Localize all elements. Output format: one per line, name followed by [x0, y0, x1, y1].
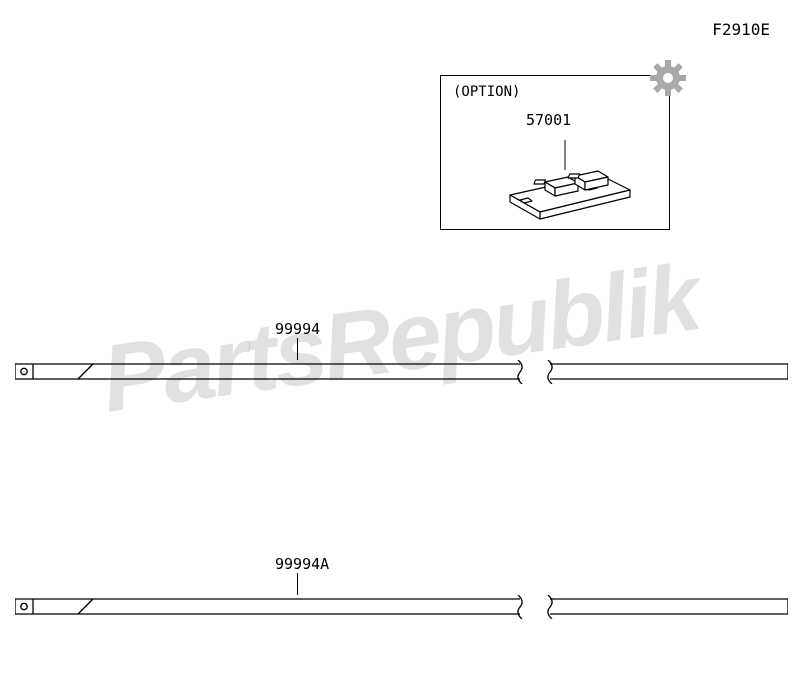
gear-icon: [648, 58, 688, 98]
watermark-text: PartsRepublik: [95, 243, 704, 434]
band-2-leader: [297, 573, 298, 595]
band-1: [15, 360, 788, 384]
band-2-label: 99994A: [275, 555, 329, 573]
option-label: (OPTION): [453, 84, 520, 100]
diagram-code: F2910E: [712, 20, 770, 39]
device-illustration: [490, 140, 640, 220]
band-2: [15, 595, 788, 619]
option-part-number: 57001: [526, 111, 571, 129]
band-1-label: 99994: [275, 320, 320, 338]
band-1-leader: [297, 338, 298, 360]
